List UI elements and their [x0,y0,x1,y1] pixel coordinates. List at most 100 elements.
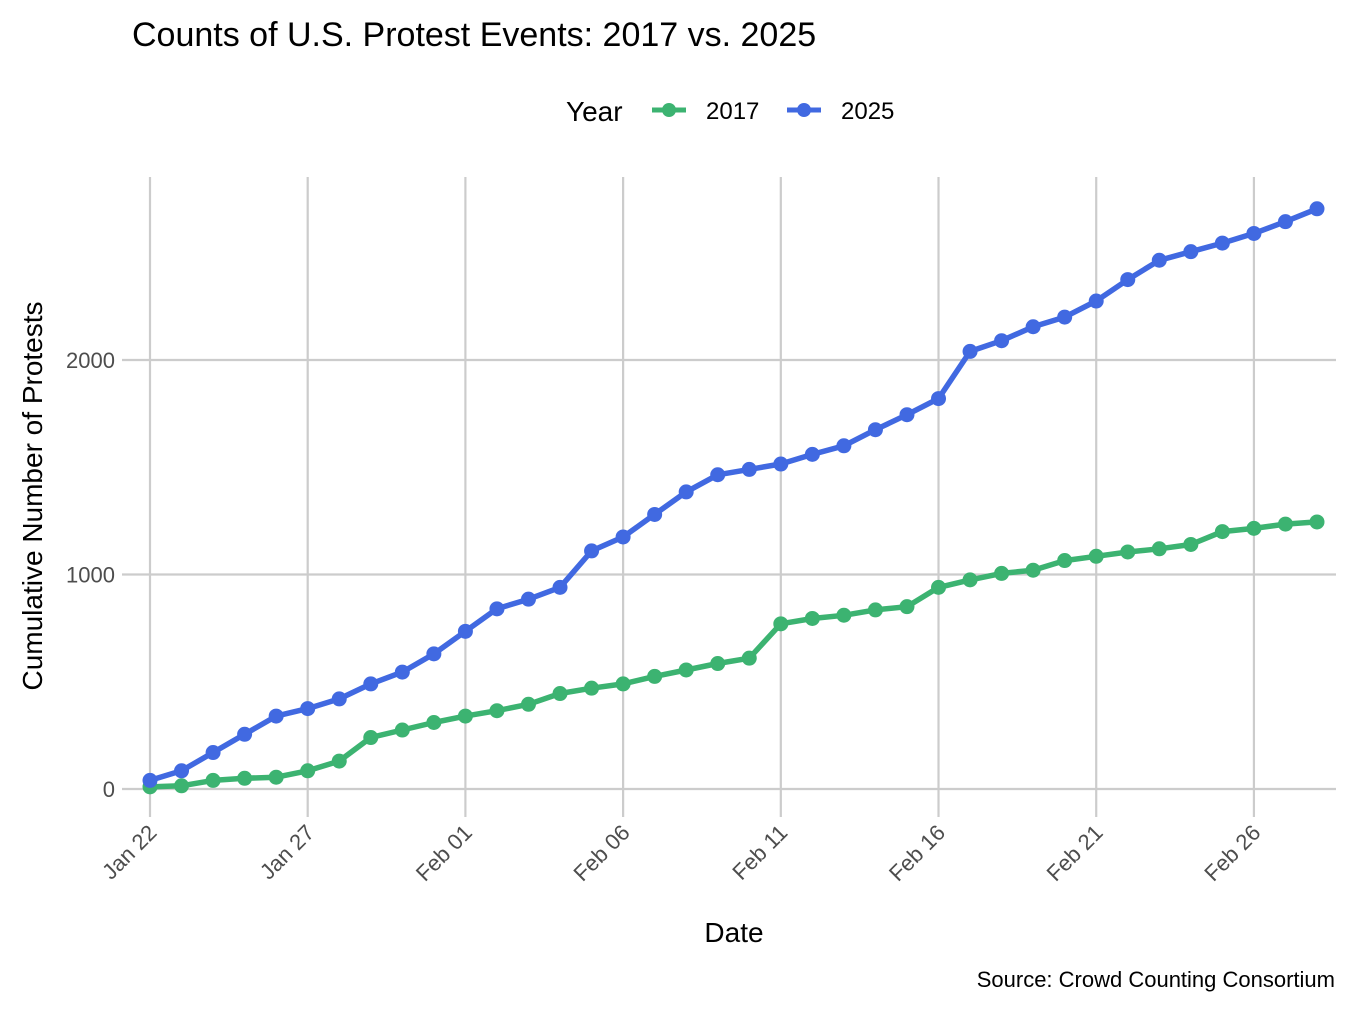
data-point-2025 [552,579,568,595]
data-point-2017 [300,763,316,779]
data-point-2025 [363,676,379,692]
legend-key-point-2017 [662,103,676,117]
data-point-2025 [931,391,947,407]
x-tick-label: Feb 26 [1199,820,1265,886]
series-2017 [142,514,1325,795]
y-axis-title: Cumulative Number of Protests [17,301,48,690]
data-point-2017 [1025,562,1041,578]
data-point-2017 [331,753,347,769]
data-point-2017 [1214,524,1230,540]
data-point-2025 [489,601,505,617]
x-tick-label: Jan 22 [97,820,161,884]
data-point-2025 [615,529,631,545]
data-point-2017 [867,602,883,618]
data-point-2017 [741,650,757,666]
data-point-2017 [994,565,1010,581]
data-point-2017 [1309,514,1325,530]
data-point-2017 [205,772,221,788]
data-point-2025 [584,543,600,559]
data-point-2025 [520,591,536,607]
data-point-2025 [836,438,852,454]
data-point-2025 [899,407,915,423]
x-tick-label: Feb 01 [411,820,477,886]
data-point-2025 [867,422,883,438]
x-axis-title: Date [704,917,763,948]
data-point-2017 [394,722,410,738]
legend-key-point-2025 [797,103,811,117]
data-point-2017 [1088,548,1104,564]
y-gridlines [122,358,1336,791]
x-tick-label: Feb 21 [1042,820,1108,886]
data-point-2017 [931,579,947,595]
data-point-2017 [836,607,852,623]
data-point-2025 [142,772,158,788]
x-tick-label: Feb 06 [569,820,635,886]
data-point-2017 [268,769,284,785]
y-tick-label: 1000 [66,563,115,588]
data-point-2025 [426,646,442,662]
data-point-2025 [1151,252,1167,268]
data-point-2025 [804,446,820,462]
legend-title: Year [566,96,623,127]
data-point-2025 [1025,319,1041,335]
data-point-2017 [804,610,820,626]
data-point-2017 [710,656,726,672]
series-layer [142,201,1325,795]
data-point-2025 [174,763,190,779]
source-caption: Source: Crowd Counting Consortium [977,967,1335,992]
legend-label-2017: 2017 [706,98,759,125]
x-tick-label: Jan 27 [255,820,319,884]
data-point-2025 [237,726,253,742]
data-point-2017 [237,770,253,786]
data-point-2017 [457,708,473,724]
data-point-2017 [678,662,694,678]
data-point-2025 [1214,235,1230,251]
data-point-2025 [1057,309,1073,325]
data-point-2025 [268,708,284,724]
data-point-2025 [205,745,221,761]
data-point-2017 [363,730,379,746]
legend-item-2017: 2017 [652,98,759,125]
data-point-2017 [489,703,505,719]
data-point-2025 [394,664,410,680]
data-point-2025 [300,701,316,717]
data-point-2017 [1057,553,1073,569]
data-point-2025 [647,506,663,522]
legend-item-2025: 2025 [787,98,894,125]
legend: Year 2017 2025 [566,96,894,127]
data-point-2025 [962,343,978,359]
data-point-2025 [1088,293,1104,309]
data-point-2025 [1277,214,1293,230]
data-point-2017 [552,686,568,702]
x-tick-labels: Jan 22 Jan 27 Feb 01 Feb 06 Feb 11 Feb 16 Feb … [97,820,1265,886]
legend-label-2025: 2025 [841,98,894,125]
data-point-2017 [615,676,631,692]
data-point-2025 [457,623,473,639]
x-tick-label: Feb 16 [884,820,950,886]
data-point-2025 [1309,201,1325,217]
data-point-2017 [1183,536,1199,552]
data-point-2017 [962,572,978,588]
data-point-2017 [773,616,789,632]
data-point-2017 [1151,541,1167,557]
data-point-2017 [1120,544,1136,560]
y-tick-label: 2000 [66,348,115,373]
data-point-2025 [1246,225,1262,241]
y-tick-label: 0 [103,777,115,802]
data-point-2017 [426,715,442,731]
data-point-2025 [1120,272,1136,288]
data-point-2025 [1183,244,1199,260]
data-point-2017 [520,696,536,712]
data-point-2017 [647,668,663,684]
data-point-2025 [773,456,789,472]
data-point-2025 [331,691,347,707]
data-point-2025 [710,467,726,483]
data-point-2017 [899,599,915,615]
data-point-2025 [994,333,1010,349]
y-tick-labels: 0 1000 2000 [66,348,115,802]
data-point-2017 [174,778,190,794]
x-tick-label: Feb 11 [727,820,792,885]
series-line-2017 [147,519,1320,790]
series-line-2025 [147,206,1320,784]
